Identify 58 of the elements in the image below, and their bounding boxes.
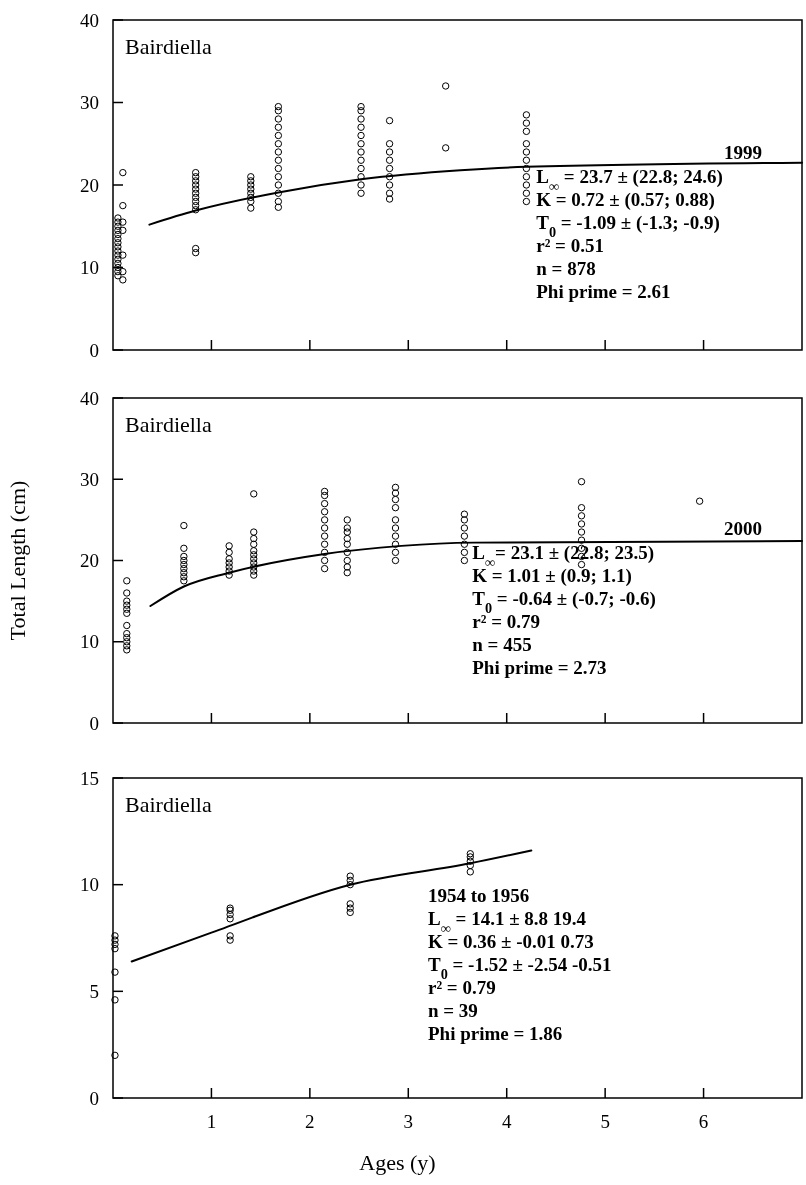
y-tick-label: 0 bbox=[89, 339, 99, 361]
x-tick-label: 1 bbox=[206, 1111, 217, 1132]
x-tick-label: 4 bbox=[501, 1111, 512, 1132]
annotation: n = 455 bbox=[472, 633, 532, 655]
y-tick-label: 30 bbox=[80, 468, 99, 490]
point bbox=[226, 910, 234, 919]
y-tick-label: 15 bbox=[80, 767, 99, 789]
point bbox=[226, 932, 234, 940]
point bbox=[111, 1051, 119, 1060]
point bbox=[466, 857, 474, 865]
annotation: n = 39 bbox=[427, 999, 478, 1021]
y-tick-label: 0 bbox=[89, 1087, 99, 1109]
point bbox=[466, 868, 474, 876]
point bbox=[111, 936, 119, 944]
x-tick-label: 5 bbox=[600, 1111, 610, 1132]
point bbox=[466, 850, 474, 858]
annotation: L$_{∞}$ = 14.1 ± 8.8 19.4 bbox=[427, 907, 587, 936]
annotation: n = 878 bbox=[536, 257, 596, 279]
point bbox=[466, 853, 474, 861]
point bbox=[346, 880, 354, 889]
point bbox=[111, 940, 119, 949]
text: Bairdiella bbox=[125, 34, 212, 59]
y-tick-label: 40 bbox=[80, 9, 99, 31]
point bbox=[111, 944, 119, 953]
y-tick-label: 10 bbox=[80, 257, 99, 279]
point bbox=[466, 861, 474, 870]
annotation: 1999 bbox=[724, 141, 762, 163]
point bbox=[111, 996, 119, 1004]
annotation: Phi prime = 2.73 bbox=[472, 656, 607, 678]
point bbox=[346, 872, 354, 880]
point bbox=[346, 876, 354, 885]
point bbox=[226, 936, 234, 944]
point bbox=[111, 968, 119, 976]
annotation: Phi prime = 1.86 bbox=[427, 1022, 563, 1044]
y-tick-label: 20 bbox=[80, 174, 99, 196]
y-tick-label: 10 bbox=[80, 874, 99, 896]
y-tick-label: 30 bbox=[80, 92, 99, 114]
point bbox=[346, 900, 354, 908]
x-tick-label: 6 bbox=[698, 1111, 709, 1132]
text: Bairdiella bbox=[125, 792, 212, 817]
annotation: L$_{∞}$ = 23.7 ± (22.8; 24.6) bbox=[536, 165, 723, 194]
x-tick-label: 3 bbox=[403, 1111, 414, 1132]
point bbox=[346, 908, 354, 917]
y-tick-label: 10 bbox=[80, 631, 99, 653]
y-tick-label: 40 bbox=[80, 387, 99, 409]
x-tick-label: 2 bbox=[305, 1111, 315, 1132]
y-tick-label: 5 bbox=[89, 980, 99, 1002]
y-tick-label: 20 bbox=[80, 550, 99, 572]
annotation: 1954 to 1956 bbox=[427, 884, 530, 906]
point bbox=[346, 904, 354, 912]
y-tick-label: 0 bbox=[89, 712, 99, 734]
text: Bairdiella bbox=[125, 412, 212, 437]
point bbox=[111, 932, 119, 940]
y-axis-title: Total Length (cm) bbox=[5, 480, 30, 641]
point bbox=[226, 915, 234, 923]
annotation: Phi prime = 2.61 bbox=[536, 280, 671, 302]
x-axis-title: Ages (y) bbox=[359, 1150, 436, 1175]
annotation: 2000 bbox=[724, 517, 762, 539]
